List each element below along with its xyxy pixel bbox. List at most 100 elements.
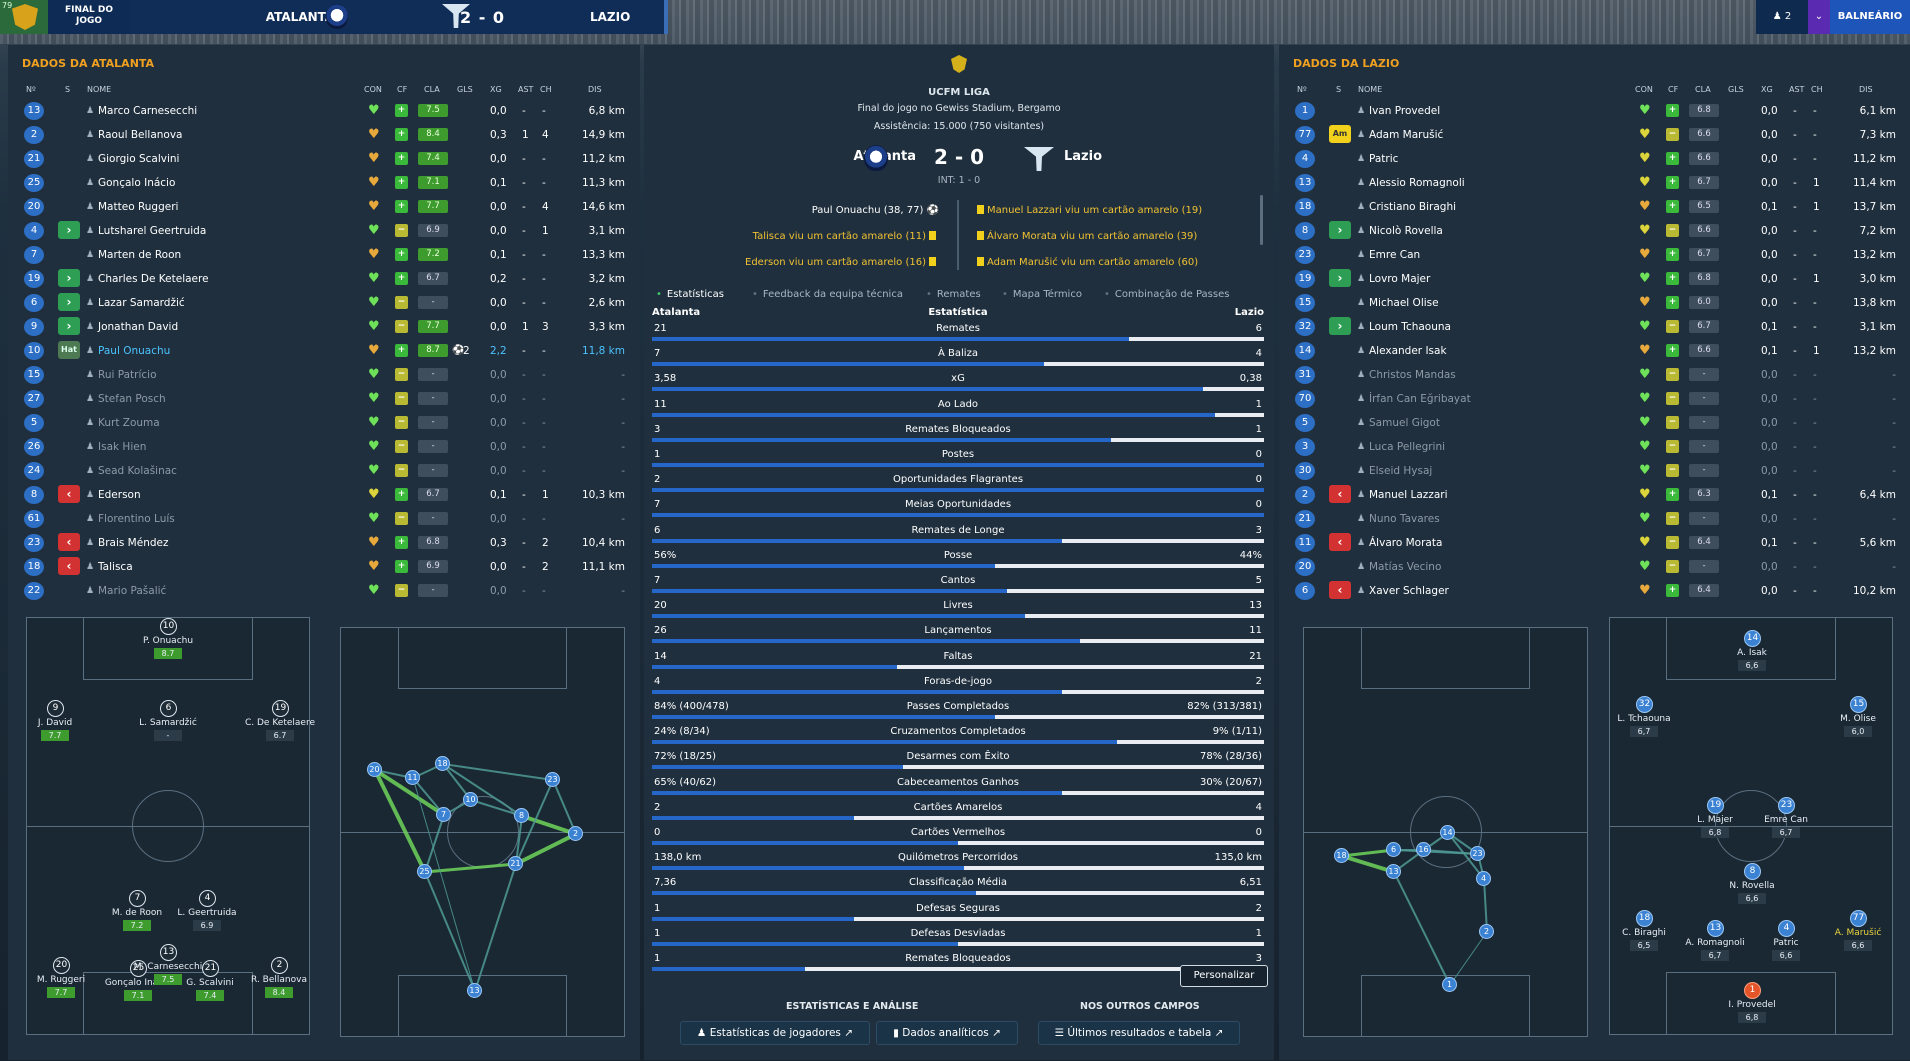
- formation-player-marker[interactable]: 4: [199, 890, 216, 907]
- pass-map-player[interactable]: 8: [514, 808, 529, 823]
- col-gls[interactable]: GLS: [457, 85, 473, 94]
- table-row[interactable]: 10 Hat ♟ Paul Onuachu ♥ +8.7 ⚽ 2 2,2 - - 11,8 km: [22, 339, 627, 363]
- formation-player-marker[interactable]: 1: [1744, 982, 1761, 999]
- player-name[interactable]: Adam Marušić: [1369, 129, 1444, 141]
- table-row[interactable]: 23 ♟ Emre Can ♥ +6.7 0,0 - - 13,2 km: [1293, 243, 1898, 267]
- formation-player-marker[interactable]: 77: [1850, 910, 1867, 927]
- table-row[interactable]: 21 ♟ Giorgio Scalvini ♥ +7.4 0,0 - - 11,2 km: [22, 147, 627, 171]
- table-row[interactable]: 15 ♟ Rui Patrício ♥ − -0,0- - -: [22, 363, 627, 387]
- pass-map-player[interactable]: 1: [1442, 977, 1457, 992]
- table-row[interactable]: 1 ♟ Ivan Provedel ♥ +6.8 0,0 - - 6,1 km: [1293, 99, 1898, 123]
- table-row[interactable]: 8 › ♟ Nicolò Rovella ♥ −6.6 0,0 - - 7,2 km: [1293, 219, 1898, 243]
- table-row[interactable]: 7 ♟ Marten de Roon ♥ +7.2 0,1 - - 13,3 km: [22, 243, 627, 267]
- pass-map-player[interactable]: 11: [405, 770, 420, 785]
- player-name[interactable]: Brais Méndez: [98, 537, 169, 549]
- formation-player-marker[interactable]: 19: [272, 700, 289, 717]
- formation-player-marker[interactable]: 25: [130, 960, 147, 977]
- player-name[interactable]: Loum Tchaouna: [1369, 321, 1451, 333]
- formation-player-marker[interactable]: 14: [1744, 630, 1761, 647]
- table-row[interactable]: 27 ♟ Stefan Posch ♥ − -0,0- - -: [22, 387, 627, 411]
- col-cla[interactable]: CLA: [1695, 85, 1711, 94]
- tab-mapa-termico[interactable]: Mapa Térmico: [1002, 289, 1082, 300]
- player-name[interactable]: Emre Can: [1369, 249, 1421, 261]
- player-name[interactable]: Cristiano Biraghi: [1369, 201, 1457, 213]
- col-n[interactable]: Nº: [26, 85, 36, 94]
- player-name[interactable]: Isak Hien: [98, 441, 147, 453]
- pass-map-player[interactable]: 4: [1476, 871, 1491, 886]
- player-name[interactable]: Mario Pašalić: [98, 585, 167, 597]
- player-name[interactable]: Elseid Hysaj: [1369, 465, 1433, 477]
- table-row[interactable]: 61 ♟ Florentino Luís ♥ − -0,0- - -: [22, 507, 627, 531]
- tab-combinacao-passes[interactable]: Combinação de Passes: [1104, 289, 1230, 300]
- player-name[interactable]: Matteo Ruggeri: [98, 201, 179, 213]
- col-xg[interactable]: XG: [490, 85, 502, 94]
- table-row[interactable]: 26 ♟ Isak Hien ♥ − -0,0- - -: [22, 435, 627, 459]
- table-row[interactable]: 20 ♟ Matías Vecino ♥ − -0,0- - -: [1293, 555, 1898, 579]
- player-name[interactable]: Lovro Majer: [1369, 273, 1431, 285]
- formation-player-marker[interactable]: 23: [1778, 797, 1795, 814]
- player-name[interactable]: Nicolò Rovella: [1369, 225, 1443, 237]
- table-row[interactable]: 32 › ♟ Loum Tchaouna ♥ −6.7 0,1 - - 3,1 km: [1293, 315, 1898, 339]
- pass-map-player[interactable]: 13: [1386, 864, 1401, 879]
- col-nome[interactable]: NOME: [1358, 85, 1383, 94]
- table-row[interactable]: 23 ‹ ♟ Brais Méndez ♥ +6.8 0,3 - 2 10,4 km: [22, 531, 627, 555]
- player-name[interactable]: Lazar Samardžić: [98, 297, 185, 309]
- col-s[interactable]: S: [65, 85, 71, 94]
- formation-player-marker[interactable]: 7: [129, 890, 146, 907]
- table-row[interactable]: 20 ♟ Matteo Ruggeri ♥ +7.7 0,0 - 4 14,6 km: [22, 195, 627, 219]
- player-name[interactable]: Ivan Provedel: [1369, 105, 1441, 117]
- col-dis[interactable]: DIS: [588, 85, 602, 94]
- player-name[interactable]: Jonathan David: [98, 321, 179, 333]
- formation-player-marker[interactable]: 8: [1744, 863, 1761, 880]
- chevron-down-icon[interactable]: ⌄: [1808, 0, 1830, 34]
- player-name[interactable]: Lutsharel Geertruida: [98, 225, 207, 237]
- col-con[interactable]: CON: [364, 85, 382, 94]
- table-row[interactable]: 5 ♟ Kurt Zouma ♥ − -0,0- - -: [22, 411, 627, 435]
- formation-player-marker[interactable]: 4: [1778, 920, 1795, 937]
- formation-player-marker[interactable]: 9: [47, 700, 64, 717]
- formation-player-marker[interactable]: 19: [1707, 797, 1724, 814]
- player-name[interactable]: Xaver Schlager: [1369, 585, 1449, 597]
- col-s[interactable]: S: [1336, 85, 1342, 94]
- pass-map-player[interactable]: 2: [1479, 924, 1494, 939]
- player-name[interactable]: Paul Onuachu: [98, 345, 171, 357]
- team-badge[interactable]: 79: [0, 0, 48, 34]
- player-name[interactable]: Marco Carnesecchi: [98, 105, 198, 117]
- col-nome[interactable]: NOME: [87, 85, 112, 94]
- pass-map-player[interactable]: 23: [1470, 846, 1485, 861]
- player-name[interactable]: Talisca: [98, 561, 133, 573]
- pass-map-player[interactable]: 21: [508, 856, 523, 871]
- col-cf[interactable]: CF: [1668, 85, 1679, 94]
- pass-map-player[interactable]: 16: [1416, 842, 1431, 857]
- table-row[interactable]: 21 ♟ Nuno Tavares ♥ − -0,0- - -: [1293, 507, 1898, 531]
- table-row[interactable]: 2 ‹ ♟ Manuel Lazzari ♥ +6.3 0,1 - - 6,4 km: [1293, 483, 1898, 507]
- table-row[interactable]: 6 › ♟ Lazar Samardžić ♥ − -0,0- -2,6 km: [22, 291, 627, 315]
- player-name[interactable]: Stefan Posch: [98, 393, 166, 405]
- formation-player-marker[interactable]: 6: [160, 700, 177, 717]
- pass-map-player[interactable]: 25: [417, 864, 432, 879]
- table-row[interactable]: 14 ♟ Alexander Isak ♥ +6.6 0,1 - 1 13,2 km: [1293, 339, 1898, 363]
- player-name[interactable]: Ederson: [98, 489, 141, 501]
- player-name[interactable]: Michael Olise: [1369, 297, 1439, 309]
- formation-player-marker[interactable]: 10: [160, 618, 177, 635]
- col-ast[interactable]: AST: [1789, 85, 1805, 94]
- analytics-button[interactable]: ▮ Dados analíticos ↗: [876, 1021, 1018, 1045]
- formation-player-marker[interactable]: 21: [202, 960, 219, 977]
- player-name[interactable]: Sead Kolašinac: [98, 465, 177, 477]
- table-row[interactable]: 24 ♟ Sead Kolašinac ♥ − -0,0- - -: [22, 459, 627, 483]
- player-name[interactable]: Álvaro Morata: [1369, 537, 1443, 549]
- table-row[interactable]: 70 ♟ İrfan Can Eğribayat ♥ − -0,0- - -: [1293, 387, 1898, 411]
- player-name[interactable]: Giorgio Scalvini: [98, 153, 180, 165]
- col-ch[interactable]: CH: [540, 85, 552, 94]
- pass-map-player[interactable]: 7: [436, 807, 451, 822]
- formation-player-marker[interactable]: 2: [271, 957, 288, 974]
- formation-player-marker[interactable]: 20: [53, 957, 70, 974]
- col-cf[interactable]: CF: [397, 85, 408, 94]
- other-results-button[interactable]: ☰ Últimos resultados e tabela ↗: [1038, 1021, 1240, 1045]
- formation-player-marker[interactable]: 18: [1636, 910, 1653, 927]
- table-row[interactable]: 31 ♟ Christos Mandas ♥ − -0,0- - -: [1293, 363, 1898, 387]
- pass-map-player[interactable]: 14: [1440, 825, 1455, 840]
- table-row[interactable]: 19 › ♟ Charles De Ketelaere ♥ +6.7 0,2 - - 3,2 km: [22, 267, 627, 291]
- table-row[interactable]: 2 ♟ Raoul Bellanova ♥ +8.4 0,3 1 4 14,9 km: [22, 123, 627, 147]
- users-button[interactable]: ♟ 2: [1756, 0, 1808, 34]
